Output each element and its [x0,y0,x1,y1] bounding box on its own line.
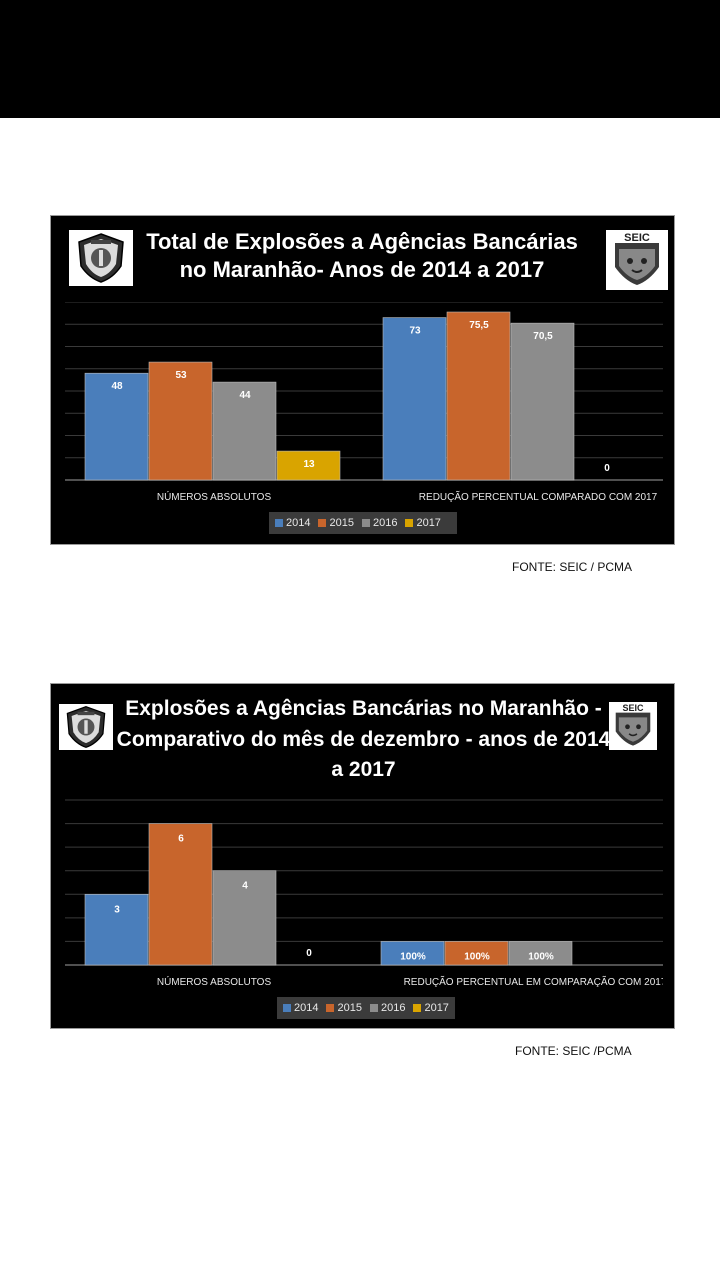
data-label: 4 [242,881,248,892]
legend-item-2017: 2017 [413,1002,449,1014]
chart-panel-2: Explosões a Agências Bancárias no Maranh… [50,683,675,1029]
legend-item-2015: 2015 [318,517,354,529]
data-label: 100% [464,951,490,962]
data-label: 75,5 [469,320,489,331]
bar-2015-0 [148,823,213,966]
category-label: REDUÇÃO PERCENTUAL EM COMPARAÇÃO COM 201… [404,975,663,988]
bar-2015-1 [446,311,511,481]
bar-2014-1 [382,317,447,481]
chart-legend: 2014 2015 2016 2017 [277,997,455,1019]
police-badge-icon [78,233,124,283]
legend-item-2017: 2017 [405,517,441,529]
legend-item-2016: 2016 [369,1002,405,1014]
bar-2016-0 [212,381,277,481]
chart-title: Explosões a Agências Bancárias no Maranh… [116,697,611,782]
legend-item-2016: 2016 [361,517,397,529]
seic-logo: SEIC [606,230,668,290]
data-label: 70,5 [533,331,553,342]
data-label: 100% [400,951,426,962]
bar-chart-plot: 3 6 4 0 NÚMEROS ABSOLUTOS 100% 100% 100% REDUÇÃO… [65,799,663,988]
data-label: 6 [178,834,184,845]
bar-chart-plot: 48 53 44 13 NÚMEROS ABSOLUTOS 73 75,5 70,5 0 REDU… [65,302,663,503]
seic-logo: SEIC [609,702,657,750]
category-label: NÚMEROS ABSOLUTOS [157,490,272,503]
bar-2015-1 [444,941,509,966]
bar-2014-0 [84,372,149,481]
data-label: 0 [306,948,312,959]
chart-legend: 2014 2015 2016 2017 [269,512,457,534]
seic-logo-text: SEIC [622,703,644,713]
data-label: 48 [111,381,123,392]
data-label: 73 [409,326,421,337]
bar-2015-0 [148,361,213,481]
chart-source-1: FONTE: SEIC / PCMA [512,560,633,574]
top-black-bar [0,0,720,118]
policia-civil-logo [59,704,113,750]
police-badge-icon [66,706,106,748]
bar-2014-0 [84,893,149,966]
legend-item-2014: 2014 [275,517,310,529]
data-label: 0 [604,463,610,474]
data-label: 100% [528,951,554,962]
bar-2014-1 [380,941,445,966]
legend-item-2015: 2015 [326,1002,362,1014]
seic-tiger-icon [615,243,659,285]
chart-title: Total de Explosões a Agências Bancárias … [146,229,578,283]
data-label: 13 [303,459,315,470]
data-label: 44 [239,390,251,401]
legend-item-2014: 2014 [283,1002,318,1014]
bar-2017-0 [276,450,341,481]
category-label: NÚMEROS ABSOLUTOS [157,975,272,988]
data-label: 3 [114,904,120,915]
bar-2016-1 [510,322,575,481]
bar-2016-1 [508,941,573,966]
category-label: REDUÇÃO PERCENTUAL COMPARADO COM 2017 [419,490,658,503]
policia-civil-logo [69,230,133,286]
seic-logo-text: SEIC [624,232,650,244]
chart-source-2: FONTE: SEIC /PCMA [515,1044,632,1058]
data-label: 53 [175,370,187,381]
chart-panel-1: Total de Explosões a Agências Bancárias … [50,215,675,545]
bar-2016-0 [212,870,277,966]
seic-tiger-icon [615,712,651,746]
